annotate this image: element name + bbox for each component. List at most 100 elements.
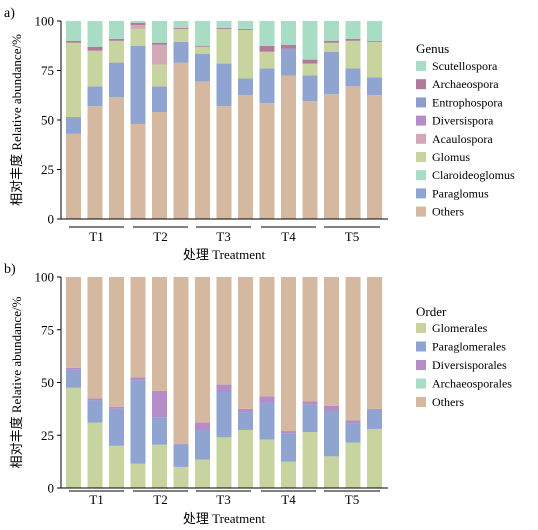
bar-segment-others: [152, 112, 167, 219]
bar-segment-glomus: [109, 40, 124, 63]
bar-segment-others: [87, 106, 103, 219]
bar-segment-glomerales: [281, 461, 296, 488]
bar-segment-paraglomus: [302, 75, 318, 102]
bar-segment-scutellospora: [216, 21, 232, 28]
legend-title: Order: [416, 304, 447, 319]
bar-segment-others: [195, 81, 210, 219]
bar-segment-archaeospora: [195, 45, 210, 47]
bar-segment-paraglomerales: [259, 402, 275, 440]
bar-segment-others: [173, 277, 189, 444]
group-label-t2: T2: [153, 492, 167, 507]
legend-label: Claroideoglomus: [432, 168, 515, 182]
bar-segment-diversisporales: [345, 420, 361, 424]
panel-label: b): [4, 262, 16, 277]
bar-segment-others: [109, 277, 124, 407]
bar-segment-archaeospora: [109, 38, 124, 41]
bar-segment-diversisporales: [66, 367, 81, 370]
bar-segment-glomus: [345, 40, 361, 69]
bar-segment-diversisporales: [216, 384, 232, 392]
bar-segment-glomus: [367, 41, 382, 78]
panel-label: a): [4, 6, 15, 21]
bar-segment-others: [281, 277, 296, 432]
bar-segment-diversisporales: [109, 406, 124, 409]
bar-segment-diversisporales: [173, 443, 189, 445]
y-tick-label: 25: [41, 162, 54, 177]
bar-segment-archaeospora: [173, 27, 189, 29]
bar-segment-paraglomerales: [109, 408, 124, 446]
legend-label: Paraglomerales: [432, 340, 506, 354]
group-label-t2: T2: [153, 229, 167, 244]
bar-segment-diversisporales: [195, 422, 210, 430]
bar-segment-others: [195, 277, 210, 423]
legend-swatch: [416, 188, 426, 199]
bar-segment-paraglomerales: [302, 404, 318, 433]
bar-segment-glomus: [238, 29, 253, 79]
bar-segment-others: [87, 277, 103, 399]
legend-label: Others: [432, 395, 464, 409]
bar-segment-acaulospora: [130, 24, 146, 29]
bar-segment-others: [66, 133, 81, 219]
bar-segment-glomerales: [345, 442, 361, 488]
bar-segment-glomus: [259, 51, 275, 69]
bar-segment-paraglomerales: [173, 444, 189, 467]
legend-swatch: [416, 323, 426, 333]
x-axis-label: 处理 Treatment: [183, 511, 266, 526]
bar-segment-scutellospora: [281, 21, 296, 45]
y-tick-label: 75: [41, 322, 54, 337]
legend-title: Genus: [416, 41, 449, 56]
bar-segment-scutellospora: [324, 21, 339, 41]
bar-segment-diversisporales: [302, 401, 318, 405]
bar-segment-paraglomus: [238, 78, 253, 96]
bar-segment-paraglomerales: [195, 429, 210, 460]
bar-segment-scutellospora: [195, 21, 210, 46]
y-tick-label: 50: [41, 113, 54, 128]
bar-segment-glomus: [324, 42, 339, 52]
bar-segment-glomerales: [302, 432, 318, 488]
legend-label: Diversisporales: [432, 358, 507, 372]
bar-segment-paraglomus: [345, 68, 361, 87]
bar-segment-archaeospora: [216, 27, 232, 29]
bar-segment-others: [345, 277, 361, 421]
group-label-t5: T5: [345, 492, 359, 507]
group-label-t4: T4: [281, 492, 296, 507]
legend-label: Diversispora: [432, 114, 494, 128]
bar-segment-others: [130, 123, 146, 219]
chart-panel-1: a) 0 25 50 75 100 相对丰度 Relative abundance/% T1 T…: [4, 6, 515, 262]
bar-segment-paraglomus: [281, 48, 296, 76]
bar-segment-glomerales: [109, 445, 124, 488]
bar-segment-paraglomerales: [87, 400, 103, 423]
bar-segment-others: [66, 277, 81, 368]
bar-segment-others: [345, 86, 361, 219]
bar-segment-paraglomus: [109, 62, 124, 98]
bar-segment-paraglomerales: [152, 417, 167, 445]
legend-swatch: [416, 360, 426, 370]
y-tick-label: 100: [35, 14, 55, 29]
bar-segment-scutellospora: [345, 21, 361, 39]
bar-segment-scutellospora: [152, 21, 167, 43]
bar-segment-paraglomerales: [345, 423, 361, 443]
bar-segment-acaulospora: [152, 44, 167, 65]
bar-segment-glomus: [302, 63, 318, 76]
group-label-t3: T3: [216, 492, 230, 507]
group-label-t1: T1: [89, 229, 103, 244]
bar-segment-glomerales: [367, 428, 382, 488]
bar-segment-diversisporales: [87, 398, 103, 401]
bar-segment-diversisporales: [367, 408, 382, 410]
bar-segment-scutellospora: [173, 21, 189, 28]
legend-swatch: [416, 97, 426, 108]
bar-segment-glomus: [195, 46, 210, 54]
bar-segment-others: [302, 101, 318, 219]
legend-swatch: [416, 133, 426, 144]
bar-segment-glomus: [216, 28, 232, 64]
bar-segment-others: [259, 277, 275, 397]
bar-segment-archaeospora: [152, 42, 167, 45]
bar-segment-others: [302, 277, 318, 402]
bar-segment-glomerales: [130, 463, 146, 488]
legend-swatch: [416, 206, 426, 217]
bar-segment-glomus: [66, 42, 81, 118]
bar-segment-glomerales: [66, 387, 81, 488]
bar-segment-archaeospora: [130, 22, 146, 25]
bar-segment-others: [238, 277, 253, 409]
y-tick-label: 0: [48, 481, 55, 496]
